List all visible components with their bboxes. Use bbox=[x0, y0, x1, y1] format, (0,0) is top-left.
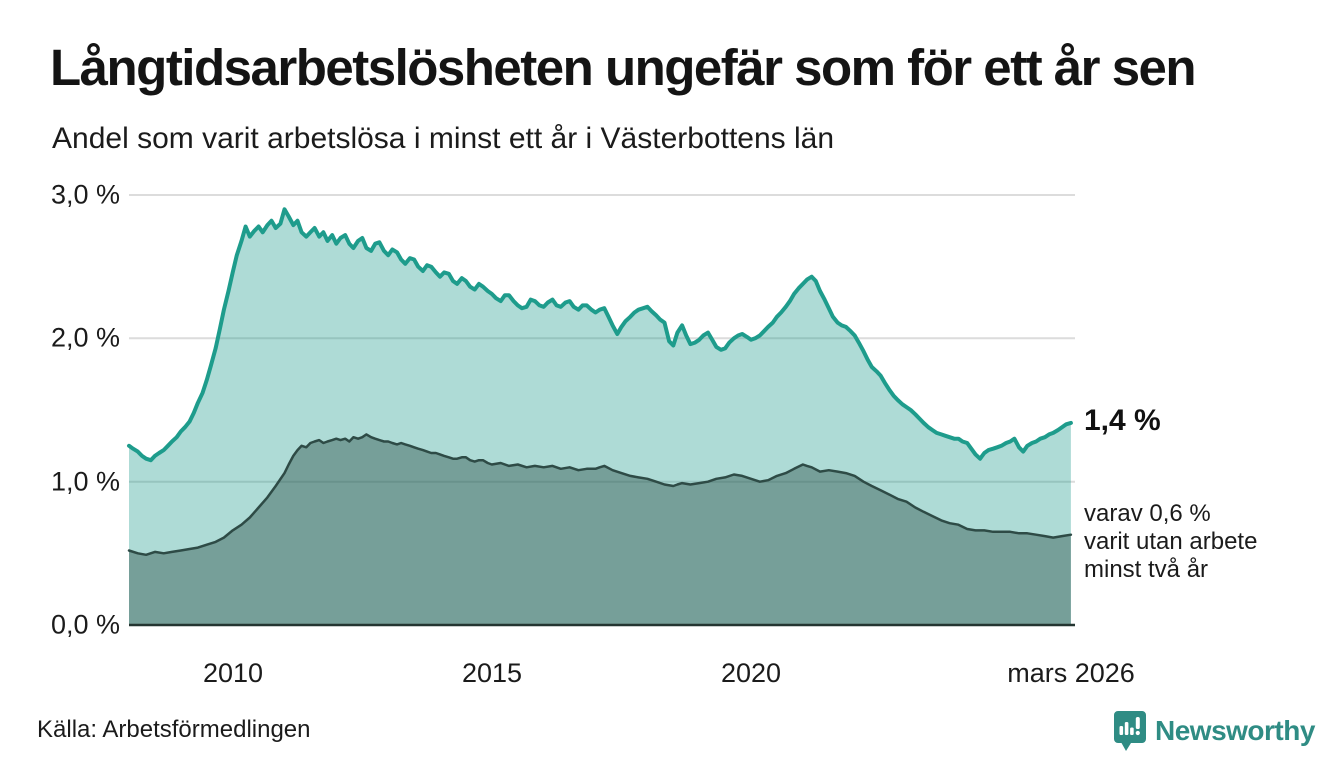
brand-logo: Newsworthy bbox=[1113, 710, 1315, 752]
source-credit: Källa: Arbetsförmedlingen bbox=[37, 716, 311, 743]
y-tick-label: 0,0 % bbox=[50, 609, 120, 640]
series-annotation: varav 0,6 % varit utan arbete minst två … bbox=[1084, 500, 1258, 583]
page-title: Långtidsarbetslösheten ungefär som för e… bbox=[50, 39, 1197, 96]
newsworthy-icon bbox=[1114, 711, 1146, 751]
x-tick-label: 2015 bbox=[461, 658, 523, 688]
chart-subtitle: Andel som varit arbetslösa i minst ett å… bbox=[52, 122, 835, 155]
brand-name: Newsworthy bbox=[1155, 715, 1315, 746]
x-tick-label: 2020 bbox=[720, 658, 782, 688]
series-end-value-label: 1,4 % bbox=[1084, 404, 1161, 437]
y-tick-label: 3,0 % bbox=[50, 179, 120, 210]
y-tick-label: 2,0 % bbox=[50, 322, 120, 353]
x-tick-label: 2010 bbox=[202, 658, 264, 688]
y-tick-label: 1,0 % bbox=[50, 466, 120, 497]
x-tick-label: mars 2026 bbox=[1007, 658, 1135, 688]
